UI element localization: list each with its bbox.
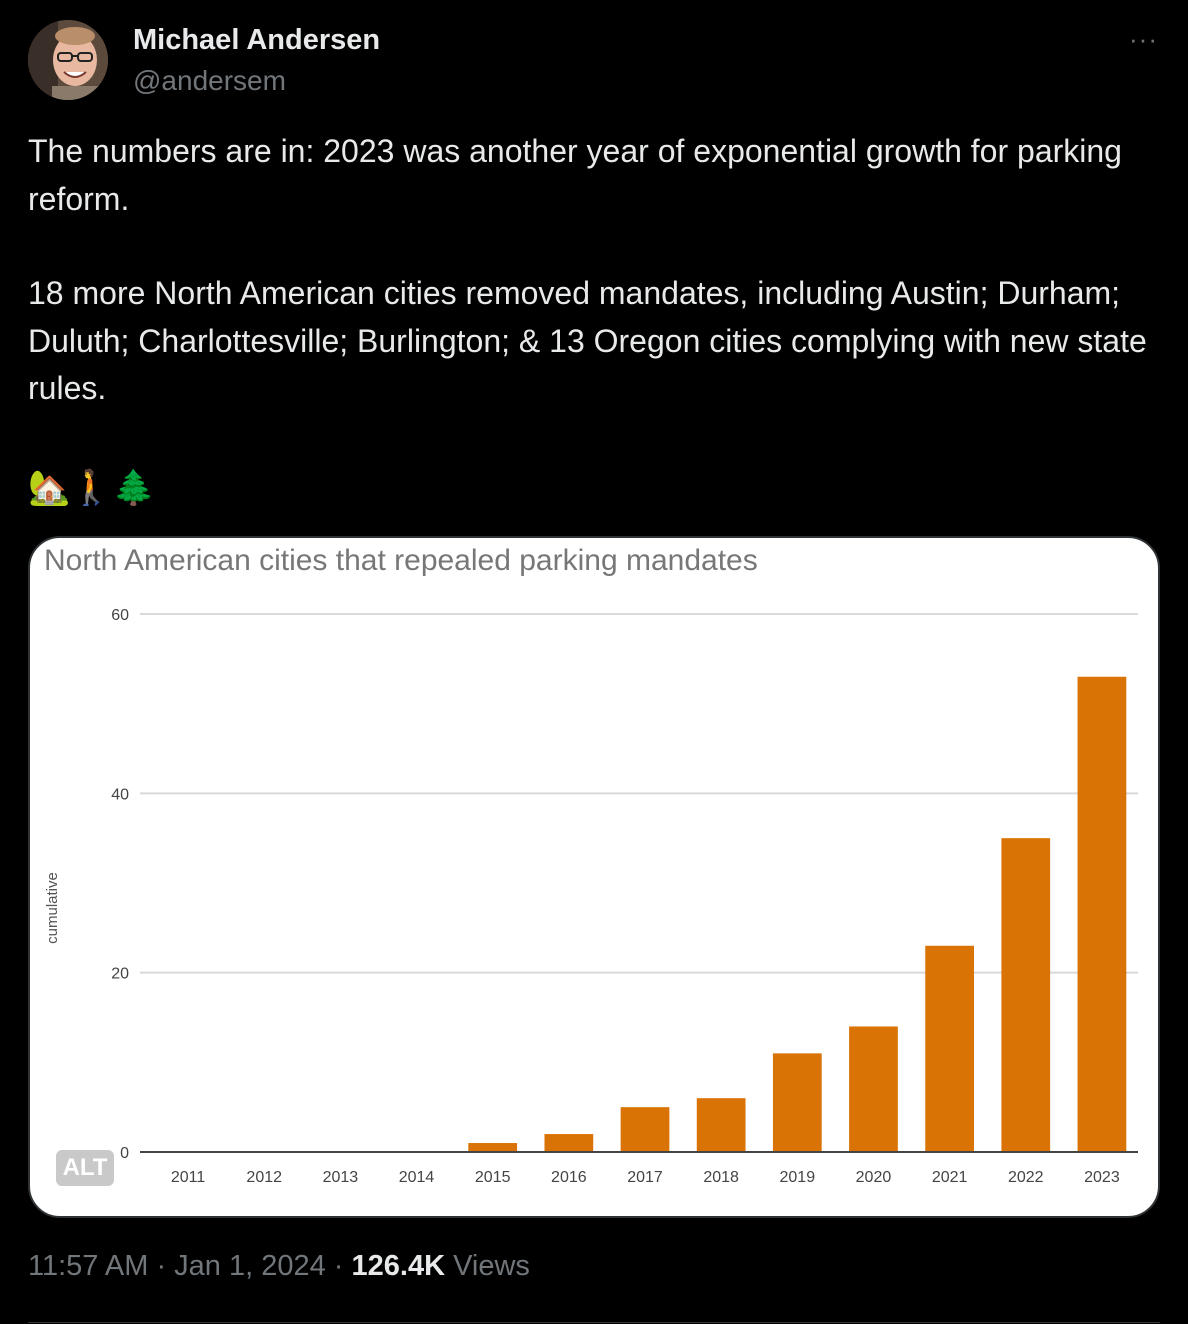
y-tick-label: 60 <box>111 607 129 624</box>
bar-2016 <box>544 1134 594 1152</box>
meta-separator: · <box>325 1250 352 1282</box>
author-handle[interactable]: @andersem <box>133 65 286 96</box>
x-tick-label: 2017 <box>627 1169 663 1186</box>
chart-gridlines <box>140 613 1138 974</box>
bar-2022 <box>1001 838 1051 1152</box>
y-axis-ticks: 0 20 40 60 <box>111 607 129 1162</box>
x-tick-label: 2021 <box>932 1169 968 1186</box>
y-tick-label: 20 <box>111 966 129 983</box>
y-tick-label: 0 <box>120 1145 129 1162</box>
x-tick-label: 2016 <box>551 1169 587 1186</box>
chart-bars <box>468 676 1127 1152</box>
chart-title: North American cities that repealed park… <box>44 544 758 577</box>
tweet-time[interactable]: 11:57 AM <box>28 1250 149 1282</box>
x-tick-label: 2018 <box>703 1169 739 1186</box>
tweet-paragraph-2: 18 more North American cities removed ma… <box>28 275 1156 406</box>
bar-chart: North American cities that repealed park… <box>44 544 1138 1186</box>
tweet-header: Michael Andersen @andersem ··· <box>28 20 1160 102</box>
y-tick-label: 40 <box>111 786 129 803</box>
views-count[interactable]: 126.4K <box>351 1250 446 1282</box>
x-tick-label: 2013 <box>323 1169 359 1186</box>
x-tick-label: 2023 <box>1084 1169 1120 1186</box>
paragraph-spacer <box>28 223 1168 270</box>
alt-text-button[interactable]: ALT <box>54 1148 116 1188</box>
x-axis-ticks: 2011 2012 2013 2014 2015 2016 2017 2018 2019 2020… <box>171 1169 1120 1186</box>
x-tick-label: 2022 <box>1008 1169 1044 1186</box>
meta-separator: · <box>148 1250 175 1282</box>
tweet-paragraph-1: The numbers are in: 2023 was another yea… <box>28 133 1131 217</box>
x-tick-label: 2011 <box>171 1169 206 1186</box>
bar-2021 <box>925 945 974 1152</box>
avatar[interactable] <box>28 20 108 100</box>
x-tick-label: 2020 <box>856 1169 892 1186</box>
tweet-emojis: 🏡🚶🌲 <box>28 468 156 508</box>
tweet-text: The numbers are in: 2023 was another yea… <box>28 128 1168 413</box>
bar-2023 <box>1077 676 1127 1152</box>
bar-2015 <box>468 1143 518 1152</box>
tweet-meta: 11:57 AM · Jan 1, 2024 · 126.4K Views <box>28 1250 530 1283</box>
tweet-date[interactable]: Jan 1, 2024 <box>174 1250 326 1282</box>
bar-2018 <box>696 1098 746 1152</box>
bar-2020 <box>849 1026 898 1152</box>
avatar-image <box>28 20 108 100</box>
bar-2017 <box>620 1107 670 1152</box>
views-label: Views <box>445 1250 530 1282</box>
bar-2019 <box>772 1053 822 1152</box>
x-tick-label: 2015 <box>475 1169 511 1186</box>
x-tick-label: 2019 <box>780 1169 816 1186</box>
tweet-media-chart[interactable]: North American cities that repealed park… <box>28 536 1160 1218</box>
more-options-icon[interactable]: ··· <box>1129 24 1158 54</box>
y-axis-label: cumulative <box>44 872 61 944</box>
x-tick-label: 2014 <box>399 1169 435 1186</box>
author-name[interactable]: Michael Andersen <box>133 24 381 56</box>
divider <box>28 1322 1160 1323</box>
x-tick-label: 2012 <box>246 1169 282 1186</box>
